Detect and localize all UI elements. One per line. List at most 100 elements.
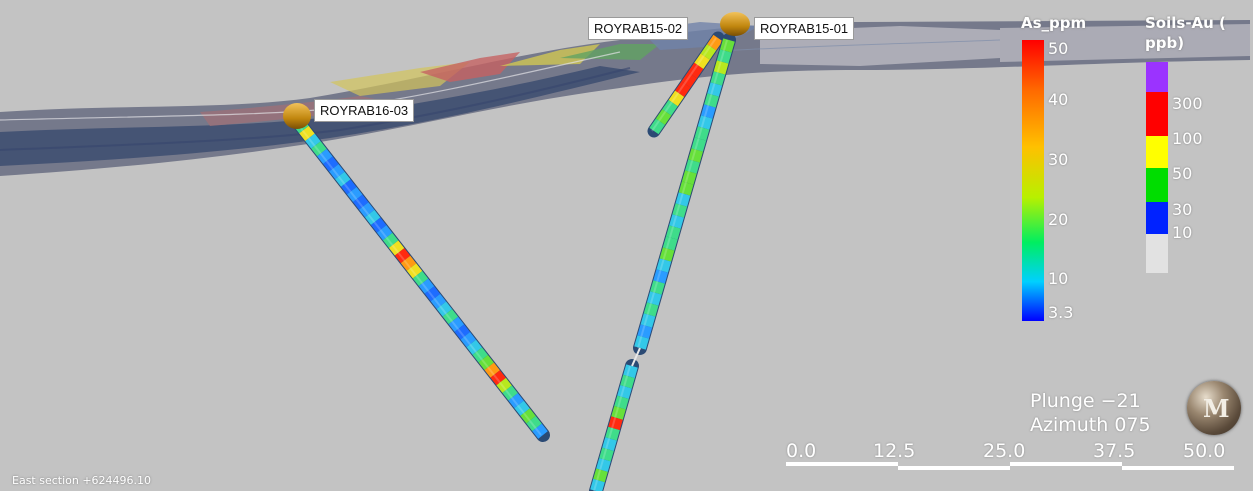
assay-interval <box>364 209 381 225</box>
assay-interval <box>448 316 465 332</box>
assay-interval <box>675 81 691 97</box>
scale-bar-label: 12.5 <box>873 440 916 462</box>
assay-interval <box>681 170 697 185</box>
assay-interval <box>694 53 710 70</box>
drillhole-royrab15-01-upper[interactable] <box>633 33 736 355</box>
legend-soils-swatch <box>1146 136 1168 168</box>
assay-interval <box>590 478 605 491</box>
hole-label-royrab16-03[interactable]: ROYRAB16-03 <box>314 99 415 122</box>
assay-interval <box>406 263 423 279</box>
assay-interval <box>496 377 512 393</box>
assay-interval <box>454 324 471 340</box>
legend-soils-title-line1: Soils-Au ( <box>1145 14 1226 32</box>
legend-as-label: 3.3 <box>1048 303 1074 322</box>
assay-interval <box>520 408 536 424</box>
assay-interval <box>650 280 665 295</box>
legend-soils-label: 30 <box>1172 200 1193 219</box>
assay-interval <box>704 93 719 108</box>
assay-interval <box>311 141 327 157</box>
assay-interval <box>634 335 649 350</box>
drillhole-royrab16-03[interactable] <box>291 115 550 442</box>
assay-interval <box>623 364 638 379</box>
assay-interval <box>394 248 411 264</box>
assay-interval <box>643 302 659 317</box>
assay-interval <box>637 324 653 339</box>
assay-interval <box>508 393 524 409</box>
scale-bar-label: 25.0 <box>983 440 1026 462</box>
assay-interval <box>532 423 548 439</box>
assay-interval <box>608 416 623 431</box>
legend-soils-label: 300 <box>1172 94 1203 113</box>
assay-interval <box>460 332 477 348</box>
assay-interval <box>341 179 357 195</box>
collar-marker-royrab16-03[interactable] <box>283 103 311 129</box>
scale-bar-label: 0.0 <box>786 440 817 462</box>
hole-label-royrab15-01[interactable]: ROYRAB15-01 <box>754 17 855 40</box>
legend-soils-label: 100 <box>1172 129 1203 148</box>
assay-interval <box>620 374 635 389</box>
plunge-readout: Plunge −21 <box>1030 390 1141 412</box>
assay-interval <box>617 385 632 399</box>
assay-interval <box>388 240 405 256</box>
assay-interval <box>424 286 441 302</box>
assay-interval <box>472 347 488 363</box>
scale-bar-segment <box>898 466 1010 470</box>
assay-interval <box>596 458 611 472</box>
legend-soils-swatch <box>1146 92 1168 136</box>
assay-interval <box>662 99 678 116</box>
assay-interval <box>412 270 429 287</box>
assay-interval <box>347 187 363 203</box>
legend-soils-colorbar <box>1146 62 1168 273</box>
drillhole-royrab15-01-lower[interactable] <box>589 359 639 491</box>
assay-interval <box>681 72 697 88</box>
scale-bar-segment <box>786 462 898 466</box>
assay-interval <box>685 159 700 174</box>
assay-interval <box>653 269 669 284</box>
assay-interval <box>400 255 417 271</box>
assay-interval <box>669 214 684 229</box>
collar-marker-royrab15-01[interactable] <box>720 12 750 36</box>
assay-interval <box>370 217 387 233</box>
assay-interval <box>656 258 672 273</box>
hole-label-royrab15-02[interactable]: ROYRAB15-02 <box>588 17 689 40</box>
assay-interval <box>710 71 726 86</box>
drillhole-royrab15-02[interactable] <box>647 31 725 138</box>
assay-interval <box>678 181 694 196</box>
assay-interval <box>418 278 435 294</box>
legend-as-title: As_ppm <box>1021 14 1087 32</box>
assay-interval <box>697 115 713 130</box>
legend-soils-swatch <box>1146 202 1168 234</box>
assay-interval <box>478 354 494 370</box>
assay-interval <box>436 301 453 317</box>
assay-interval <box>466 339 482 355</box>
assay-interval <box>502 385 518 401</box>
scale-bar-segment <box>1010 462 1122 466</box>
assay-interval <box>720 38 735 53</box>
assay-interval <box>593 468 608 483</box>
legend-as-label: 40 <box>1048 90 1069 109</box>
assay-interval <box>668 90 685 107</box>
assay-interval <box>299 125 315 141</box>
compass-icon[interactable]: M <box>1187 381 1241 435</box>
assay-interval <box>335 171 351 187</box>
legend-soils-swatch <box>1146 168 1168 202</box>
legend-soils-label: 50 <box>1172 164 1193 183</box>
legend-as-label: 20 <box>1048 210 1069 229</box>
legend-as-label: 50 <box>1048 39 1069 58</box>
legend-soils-label: 10 <box>1172 223 1193 242</box>
assay-interval <box>662 236 678 251</box>
legend-as-label: 30 <box>1048 150 1069 169</box>
scale-bar-label: 37.5 <box>1093 440 1136 462</box>
assay-interval <box>323 156 339 172</box>
assay-interval <box>691 137 707 152</box>
assay-interval <box>602 437 617 451</box>
assay-interval <box>640 313 656 328</box>
assay-interval <box>526 416 542 432</box>
azimuth-readout: Azimuth 075 <box>1030 414 1151 436</box>
assay-interval <box>605 426 620 441</box>
assay-interval <box>599 447 614 462</box>
section-label: East section +624496.10 <box>12 474 152 487</box>
assay-interval <box>382 232 399 248</box>
